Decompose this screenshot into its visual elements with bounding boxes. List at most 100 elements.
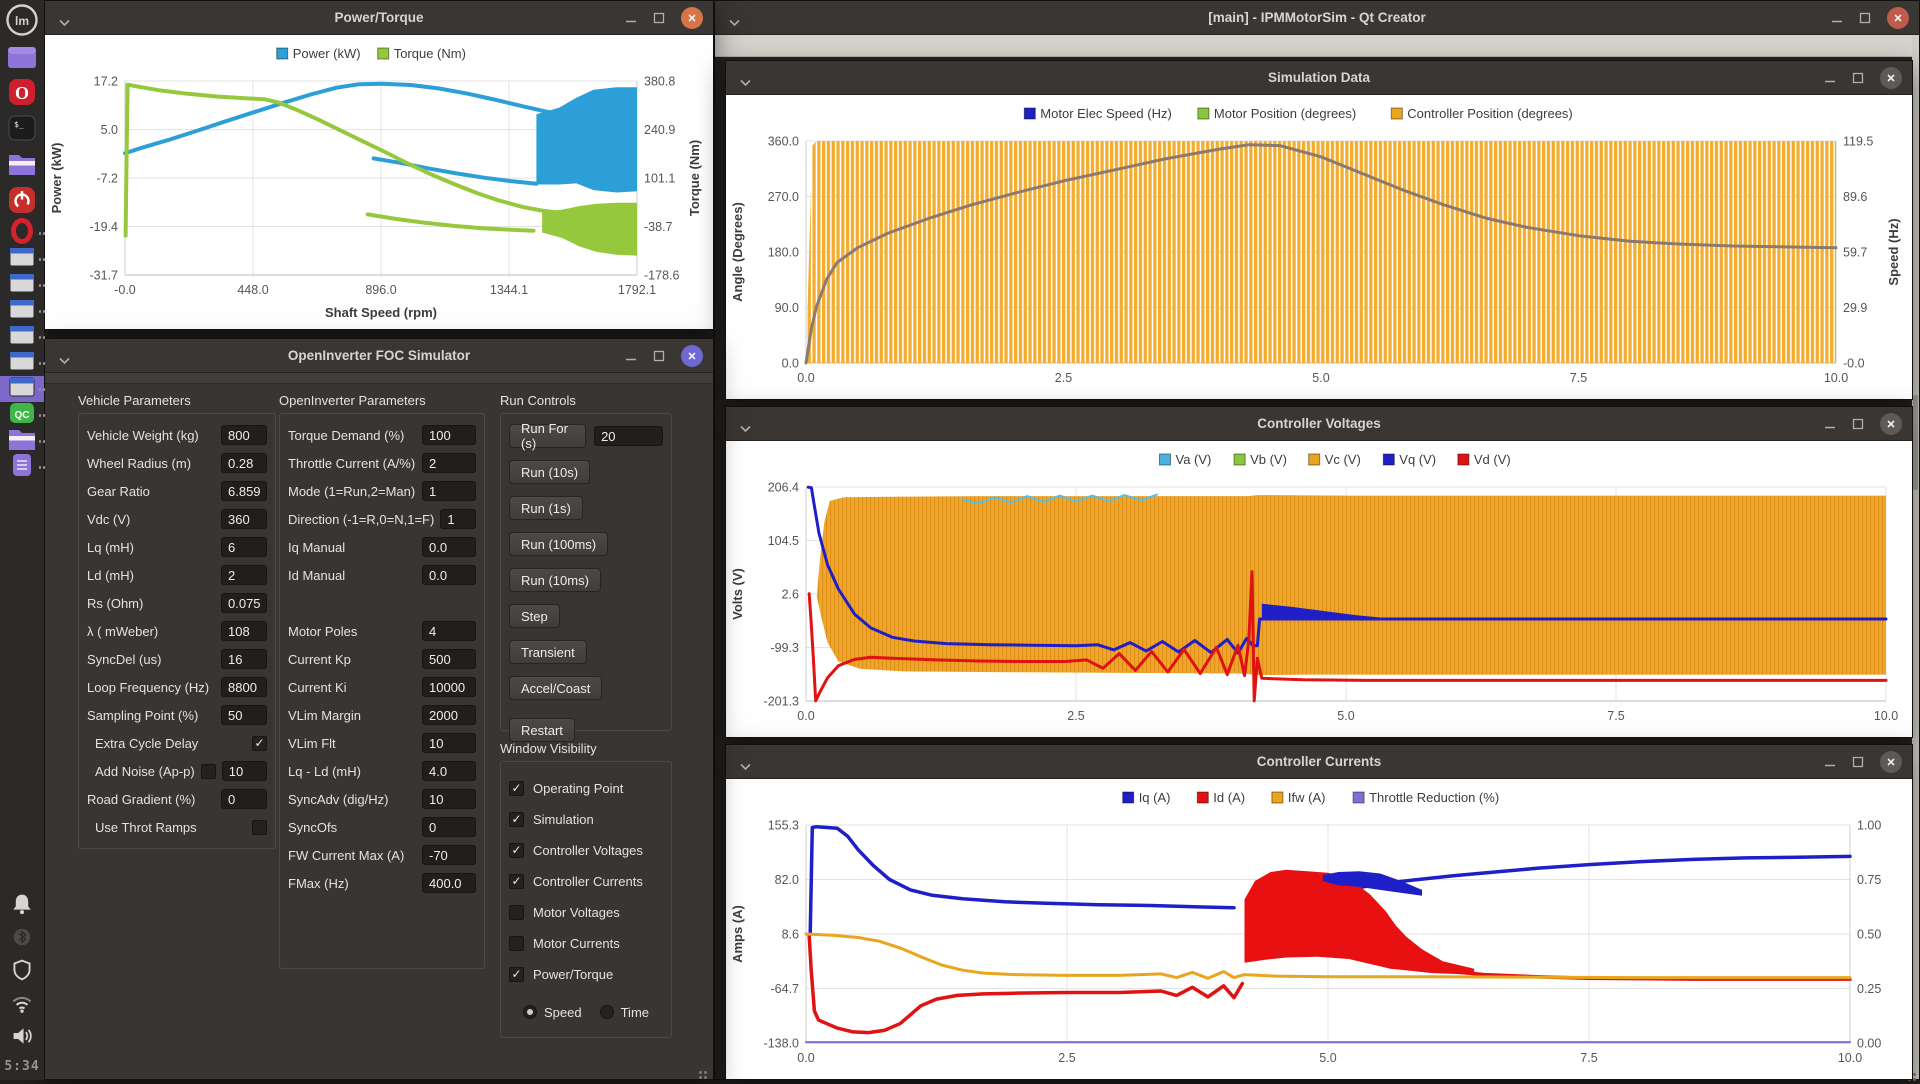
radio-option[interactable]: Speed (523, 1005, 582, 1020)
launcher-mint-menu[interactable]: lm (0, 4, 44, 40)
launcher-folder[interactable] (0, 148, 44, 184)
run-button-run-1s-[interactable]: Run (1s) (509, 496, 583, 520)
value-input[interactable]: 10000 (422, 677, 476, 697)
status-bluetooth[interactable] (0, 923, 44, 956)
task-app-window-3[interactable] (0, 298, 44, 324)
titlebar[interactable]: Power/Torque (45, 1, 713, 35)
value-input[interactable]: 360 (221, 509, 267, 529)
value-input[interactable]: 16 (221, 649, 267, 669)
minimize-button[interactable] (1824, 756, 1836, 768)
task-app-window-active[interactable] (0, 376, 44, 402)
checkbox[interactable] (509, 936, 524, 951)
value-input[interactable]: 2000 (422, 705, 476, 725)
run-button-run-for-s-[interactable]: Run For (s) (509, 424, 586, 448)
titlebar[interactable]: Controller Voltages (726, 407, 1912, 441)
run-for-input[interactable]: 20 (594, 426, 663, 446)
minimize-button[interactable] (1824, 72, 1836, 84)
radio-speed[interactable] (523, 1005, 537, 1019)
checkbox[interactable]: ✓ (509, 812, 524, 827)
value-input[interactable]: 800 (221, 425, 267, 445)
checkbox[interactable]: ✓ (509, 874, 524, 889)
task-opera-window[interactable] (0, 220, 44, 246)
value-input[interactable]: 500 (422, 649, 476, 669)
checkbox[interactable] (509, 905, 524, 920)
maximize-button[interactable] (1859, 12, 1871, 24)
close-button[interactable] (1880, 413, 1902, 435)
launcher-opera[interactable]: O (0, 76, 44, 112)
status-volume[interactable] (0, 1022, 44, 1055)
value-input[interactable]: -70 (422, 845, 476, 865)
value-input[interactable]: 0.0 (422, 537, 476, 557)
checkbox[interactable]: ✓ (509, 781, 524, 796)
status-bell[interactable] (0, 890, 44, 923)
run-button-run-100ms-[interactable]: Run (100ms) (509, 532, 608, 556)
checkbox[interactable]: ✓ (509, 843, 524, 858)
value-input[interactable]: 400.0 (422, 873, 476, 893)
titlebar[interactable]: Simulation Data (726, 61, 1912, 95)
close-button[interactable] (1880, 67, 1902, 89)
run-button-run-10ms-[interactable]: Run (10ms) (509, 568, 601, 592)
run-button-accel-coast[interactable]: Accel/Coast (509, 676, 602, 700)
clock[interactable]: 5:34 (4, 1059, 39, 1074)
launcher-files[interactable] (0, 40, 44, 76)
value-input[interactable]: 0.075 (221, 593, 267, 613)
value-input[interactable]: 0 (221, 789, 267, 809)
value-input[interactable]: 10 (222, 761, 267, 781)
value-input[interactable]: 2 (422, 453, 476, 473)
close-button[interactable] (1880, 751, 1902, 773)
task-app-window-4[interactable] (0, 324, 44, 350)
checkbox[interactable] (201, 764, 216, 779)
value-input[interactable]: 108 (221, 621, 267, 641)
launcher-terminal[interactable]: $_ (0, 112, 44, 148)
checkbox[interactable]: ✓ (252, 736, 267, 751)
minimize-button[interactable] (625, 12, 637, 24)
qt-scrollbar[interactable] (1912, 35, 1919, 1079)
task-app-window-1[interactable] (0, 246, 44, 272)
value-input[interactable]: 2 (221, 565, 267, 585)
radio-option[interactable]: Time (600, 1005, 649, 1020)
close-button[interactable] (1887, 7, 1909, 29)
maximize-button[interactable] (1852, 72, 1864, 84)
launcher-power[interactable] (0, 184, 44, 220)
run-button-run-10s-[interactable]: Run (10s) (509, 460, 590, 484)
radio-time[interactable] (600, 1005, 614, 1019)
value-input[interactable]: 0.28 (221, 453, 267, 473)
value-input[interactable]: 6 (221, 537, 267, 557)
value-input[interactable]: 1 (440, 509, 476, 529)
value-input[interactable]: 1 (422, 481, 476, 501)
titlebar[interactable]: Controller Currents (726, 745, 1912, 779)
task-document-window[interactable] (0, 454, 44, 480)
value-input[interactable]: 10 (422, 789, 476, 809)
value-input[interactable]: 8800 (221, 677, 267, 697)
close-button[interactable] (681, 7, 703, 29)
task-app-window-2[interactable] (0, 272, 44, 298)
value-input[interactable]: 50 (221, 705, 267, 725)
task-app-window-5[interactable] (0, 350, 44, 376)
maximize-button[interactable] (653, 12, 665, 24)
checkbox[interactable]: ✓ (509, 967, 524, 982)
status-shield[interactable] (0, 956, 44, 989)
value-input[interactable]: 0.0 (422, 565, 476, 585)
maximize-button[interactable] (1852, 756, 1864, 768)
value-input[interactable]: 10 (422, 733, 476, 753)
foc-resize-grip[interactable] (704, 1071, 707, 1074)
close-button[interactable] (681, 345, 703, 367)
task-folder-window[interactable] (0, 428, 44, 454)
value-input[interactable]: 0 (422, 817, 476, 837)
minimize-button[interactable] (1824, 418, 1836, 430)
checkbox[interactable] (252, 820, 267, 835)
run-button-step[interactable]: Step (509, 604, 560, 628)
value-input[interactable]: 100 (422, 425, 476, 445)
minimize-button[interactable] (1831, 12, 1843, 24)
maximize-button[interactable] (1852, 418, 1864, 430)
value-input[interactable]: 4 (422, 621, 476, 641)
titlebar[interactable]: OpenInverter FOC Simulator (45, 339, 713, 373)
value-input[interactable]: 4.0 (422, 761, 476, 781)
maximize-button[interactable] (653, 350, 665, 362)
restart-button[interactable]: Restart (509, 718, 575, 742)
run-button-transient[interactable]: Transient (509, 640, 587, 664)
status-wifi[interactable] (0, 989, 44, 1022)
value-input[interactable]: 6.859 (221, 481, 267, 501)
qt-resize-grip[interactable] (1913, 1073, 1916, 1076)
minimize-button[interactable] (625, 350, 637, 362)
